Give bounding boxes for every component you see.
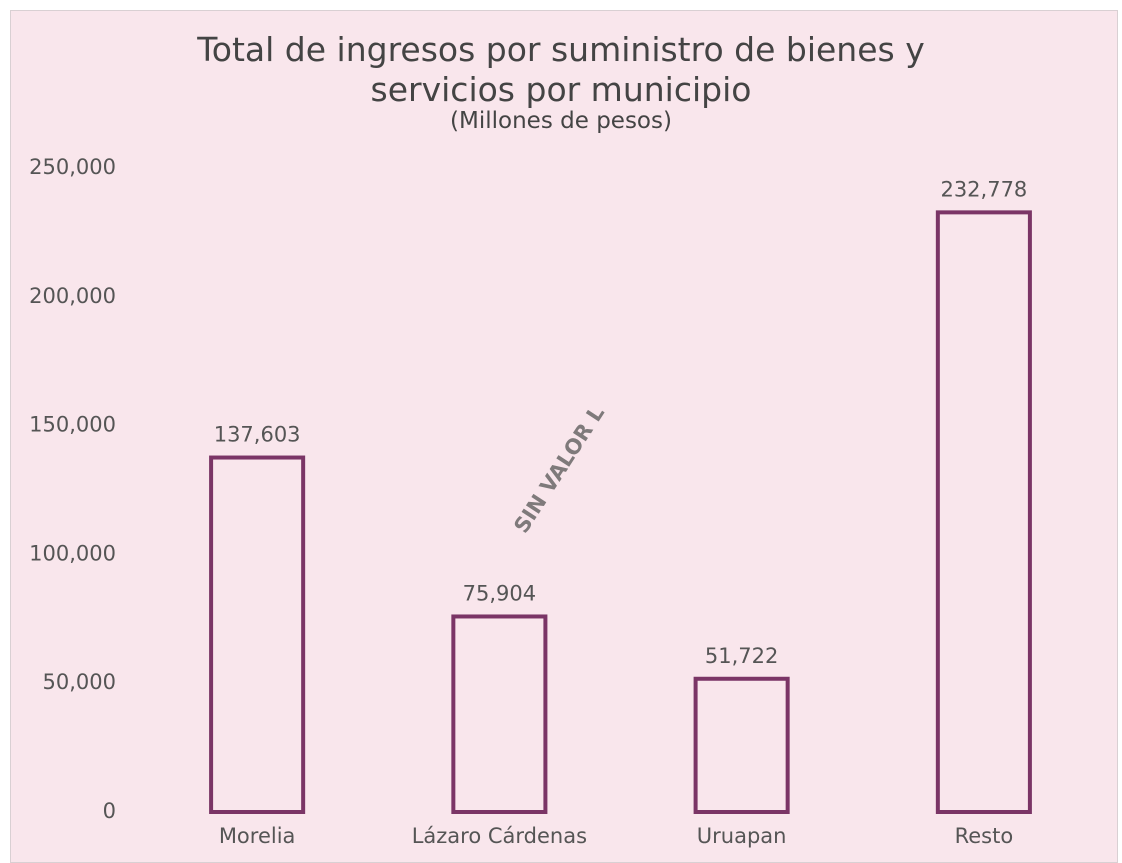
data-label: 51,722 [705,644,778,668]
y-tick-label: 0 [103,799,116,823]
data-label: 137,603 [214,423,301,447]
bar [935,210,1032,814]
y-tick-label: 50,000 [43,670,116,694]
x-tick-label: Uruapan [697,824,787,848]
y-tick-label: 200,000 [29,284,116,308]
x-tick-label: Lázaro Cárdenas [412,824,587,848]
y-tick-label: 150,000 [29,413,116,437]
watermark: SIN VALOR L [509,402,609,538]
x-tick-label: Morelia [219,824,296,848]
y-tick-label: 100,000 [29,541,116,565]
data-label: 75,904 [463,581,536,605]
data-label: 232,778 [940,177,1027,201]
bar [451,614,548,815]
y-tick-label: 250,000 [29,155,116,179]
chart-title: Total de ingresos por suministro de bien… [197,30,925,109]
x-tick-label: Resto [955,824,1014,848]
bar [209,455,306,814]
chart-area [10,10,1118,863]
chart-subtitle: (Millones de pesos) [450,108,672,134]
bar [693,676,790,814]
